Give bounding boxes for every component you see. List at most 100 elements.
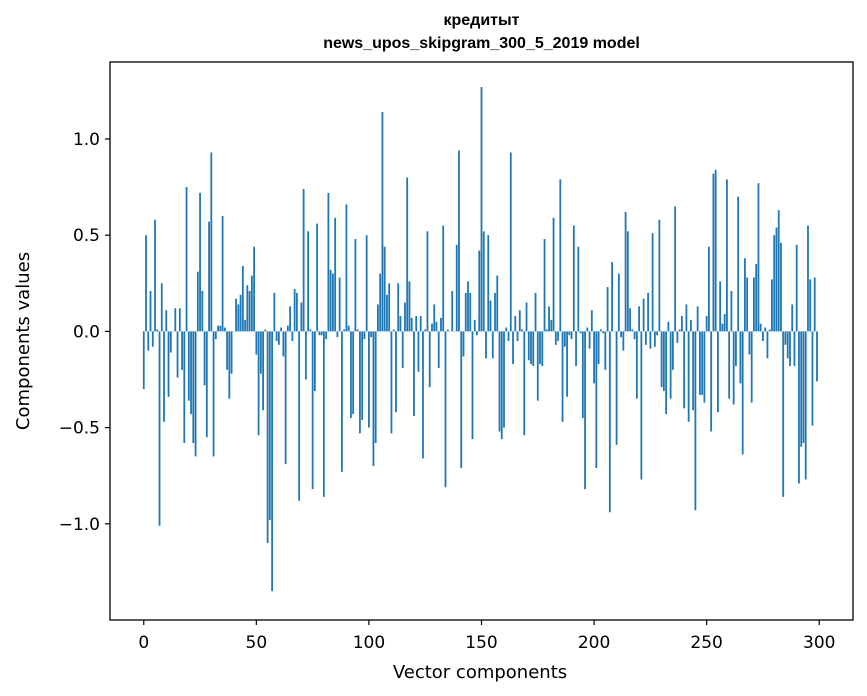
bar [635,331,638,399]
bar [302,188,305,332]
bar [746,277,749,332]
bar [620,331,622,338]
bar [431,323,433,332]
bar [228,331,231,399]
bar [413,331,415,417]
y-tick-label: 1.0 [73,130,100,150]
bar [307,231,310,332]
bar [780,242,782,332]
bar [460,331,463,468]
bar [777,210,780,332]
bar [669,331,672,399]
bar [798,331,800,484]
bar [379,273,382,332]
bar [336,331,339,338]
bar [642,298,645,332]
bar [268,331,271,520]
bar [775,227,778,332]
bar [277,331,280,345]
bar [377,304,379,332]
bar [554,331,557,345]
bar [239,294,242,332]
bar [532,331,535,367]
bar [190,331,192,415]
bar [304,331,307,380]
bar [595,331,598,468]
bar [721,323,724,332]
bar [590,310,593,332]
bar [419,315,422,332]
bar [705,315,708,332]
bar [786,331,789,359]
bar [602,331,604,334]
bar [181,331,183,370]
bar [516,331,519,341]
bar [415,315,418,332]
bar [464,292,467,332]
bar [435,321,438,332]
bar [158,331,161,526]
bar [732,331,735,405]
bar [708,246,710,332]
bar [361,331,364,420]
bar [334,217,337,332]
bar [568,331,571,336]
bar [640,331,643,480]
bar [214,331,217,340]
bar [230,331,233,374]
bar [320,331,323,336]
bar [719,281,722,332]
bar [471,331,474,440]
bar [343,329,346,332]
bar [156,329,159,332]
bar [539,331,541,365]
bar [624,212,627,332]
x-tick-label: 300 [803,633,835,653]
bar [509,152,512,332]
bar [766,331,769,359]
bar [703,331,706,403]
bar [653,331,656,347]
bar [633,331,636,340]
bar [422,331,424,459]
bar [541,331,544,367]
bar [584,331,586,490]
bar [151,331,154,347]
bar [482,231,485,332]
bar [262,331,264,411]
bar [527,331,530,361]
bar [212,331,215,457]
bar [784,331,787,345]
bar [154,219,156,332]
bar [410,317,413,332]
bar [658,219,661,332]
bar [210,152,213,332]
bar [372,331,375,467]
bar [221,215,224,332]
bar [359,331,361,434]
bar [626,231,629,332]
bar [417,331,420,372]
bar [388,283,391,332]
bar [514,315,517,332]
bar [728,331,731,399]
bar [199,192,201,332]
bar [381,112,384,332]
bar [374,331,377,443]
bar [433,304,436,332]
bar [530,331,532,365]
bar [581,331,584,418]
bar [246,285,249,332]
bar [608,331,611,513]
bar [473,319,476,332]
bar [399,315,402,332]
y-tick-label: 0.0 [73,322,100,342]
bar [368,331,370,428]
x-tick-label: 0 [138,633,149,653]
bar [147,331,150,351]
bar [149,290,152,332]
bar [273,292,276,332]
bar [332,273,334,332]
y-tick-label: −1.0 [59,515,100,535]
